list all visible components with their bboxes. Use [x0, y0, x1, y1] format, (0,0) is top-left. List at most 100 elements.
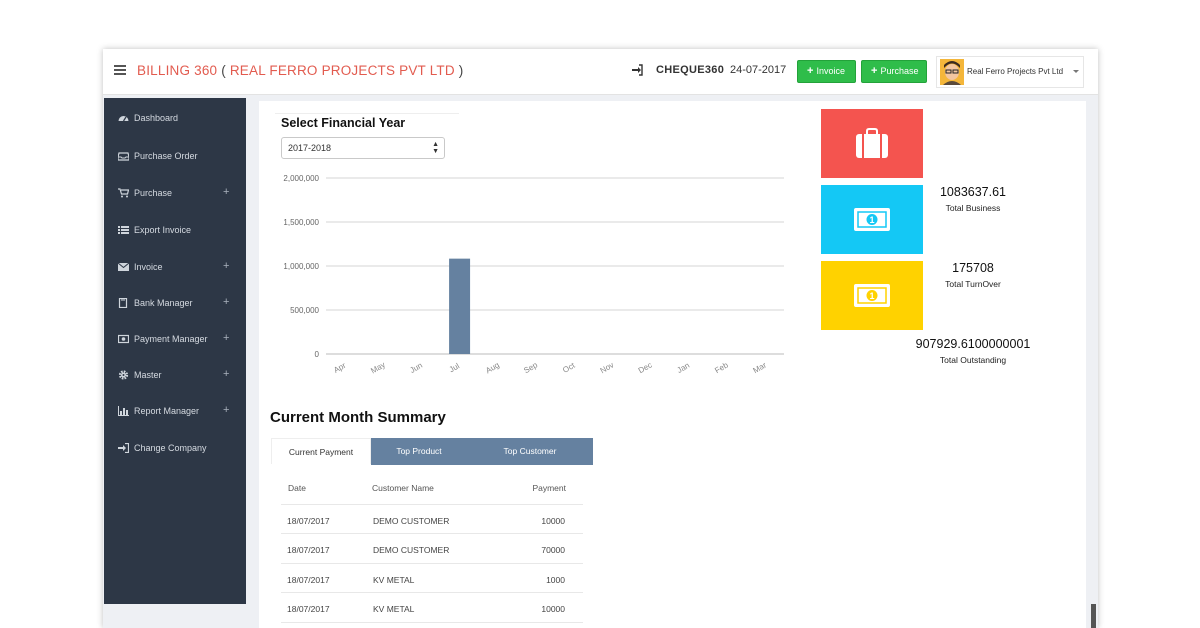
- list-icon: [118, 226, 129, 234]
- kpi-total-business-value: 1083637.61: [939, 185, 1007, 199]
- expand-icon[interactable]: +: [223, 260, 230, 272]
- sidebar-item-label: Dashboard: [134, 113, 179, 123]
- financial-year-select[interactable]: 2017-2018 ▲ ▼: [281, 137, 445, 159]
- company-code: CHEQUE360: [656, 64, 725, 76]
- x-tick-label: Jan: [675, 361, 691, 375]
- sidebar-item-bank-manager[interactable]: Bank Manager +: [104, 291, 246, 315]
- add-purchase-label: Purchase: [880, 66, 919, 76]
- app-title: BILLING 360 ( REAL FERRO PROJECTS PVT LT…: [137, 63, 463, 78]
- expand-icon[interactable]: +: [223, 332, 230, 344]
- cell-date: 18/07/2017: [287, 515, 330, 526]
- kpi-tile-total-outstanding: 1: [821, 261, 923, 330]
- x-tick-label: Oct: [561, 360, 577, 374]
- sidebar-item-purchase[interactable]: Purchase +: [104, 181, 246, 205]
- app-window: BILLING 360 ( REAL FERRO PROJECTS PVT LT…: [103, 49, 1098, 628]
- table-row: 18/07/2017 DEMO CUSTOMER 10000: [281, 505, 583, 534]
- expand-icon[interactable]: +: [223, 368, 230, 380]
- app-name: BILLING 360: [137, 63, 218, 78]
- kpi-total-turnover-value: 175708: [952, 261, 994, 275]
- money-icon: [118, 334, 129, 344]
- table-row: 18/07/2017 KV METAL 1000: [281, 564, 583, 593]
- sidebar-item-label: Bank Manager: [134, 298, 193, 308]
- tab-current-payment[interactable]: Current Payment: [271, 438, 371, 464]
- gear-icon: [118, 370, 129, 380]
- menu-toggle-icon[interactable]: [114, 65, 126, 75]
- divider: [371, 464, 593, 465]
- divider: [275, 113, 459, 114]
- scrollbar[interactable]: [1091, 604, 1096, 628]
- add-invoice-button[interactable]: + Invoice: [797, 60, 856, 83]
- sidebar-item-invoice[interactable]: Invoice +: [104, 255, 246, 279]
- sidebar-item-label: Change Company: [134, 443, 207, 453]
- cell-customer-name: KV METAL: [373, 574, 415, 585]
- cell-date: 18/07/2017: [287, 604, 330, 614]
- user-company-name: Real Ferro Projects Pvt Ltd: [967, 67, 1064, 76]
- y-tick-label: 1,500,000: [283, 218, 319, 227]
- bar-jul[interactable]: [449, 258, 471, 354]
- sidebar-item-change-company[interactable]: Change Company: [104, 436, 246, 460]
- column-header-date: Date: [288, 483, 306, 493]
- sidebar-item-payment-manager[interactable]: Payment Manager +: [104, 327, 246, 351]
- sidebar-item-export-invoice[interactable]: Export Invoice: [104, 218, 246, 242]
- briefcase-icon: [856, 128, 888, 158]
- cell-payment: 70000: [541, 545, 565, 555]
- table-row: 18/07/2017 KV METAL 10000: [281, 593, 583, 623]
- current-date: 24-07-2017: [730, 64, 787, 76]
- cart-icon: [118, 188, 129, 198]
- cell-payment: 10000: [541, 515, 565, 526]
- money-icon: 1: [854, 284, 890, 307]
- sidebar-item-purchase-order[interactable]: Purchase Order: [104, 144, 246, 168]
- financial-year-heading: Select Financial Year: [281, 116, 406, 130]
- svg-text:1: 1: [869, 291, 874, 301]
- current-month-summary-title: Current Month Summary: [270, 409, 446, 426]
- kpi-tile-total-turnover: 1: [821, 185, 923, 254]
- financial-year-value: 2017-2018: [288, 143, 332, 153]
- sidebar-item-dashboard[interactable]: Dashboard: [104, 106, 246, 130]
- sidebar-item-label: Purchase Order: [134, 151, 198, 161]
- sidebar-item-label: Payment Manager: [134, 334, 208, 344]
- sign-out-icon[interactable]: [631, 64, 643, 76]
- sidebar-item-master[interactable]: Master +: [104, 363, 246, 387]
- cell-customer-name: DEMO CUSTOMER: [373, 515, 450, 526]
- tab-top-customer[interactable]: Top Customer: [467, 438, 593, 464]
- table-header-row: Date Customer Name Payment: [281, 475, 583, 505]
- y-tick-label: 500,000: [290, 306, 319, 315]
- sidebar-item-report-manager[interactable]: Report Manager +: [104, 399, 246, 423]
- expand-icon[interactable]: +: [223, 186, 230, 198]
- add-purchase-button[interactable]: + Purchase: [861, 60, 927, 83]
- column-header-payment: Payment: [532, 483, 566, 493]
- x-tick-label: Nov: [599, 360, 616, 375]
- cell-payment: 1000: [546, 574, 565, 585]
- kpi-total-outstanding-label: Total Outstanding: [939, 355, 1007, 365]
- tab-top-product[interactable]: Top Product: [371, 438, 467, 464]
- sidebar-item-label: Invoice: [134, 262, 163, 272]
- kpi-total-turnover-label: Total TurnOver: [945, 279, 1001, 289]
- sidebar-item-label: Master: [134, 370, 162, 380]
- expand-icon[interactable]: +: [223, 296, 230, 308]
- x-tick-label: Apr: [332, 361, 348, 375]
- kpi-total-outstanding-value: 907929.6100000001: [915, 337, 1031, 351]
- cell-date: 18/07/2017: [287, 574, 330, 585]
- dashboard-panel: Select Financial Year 2017-2018 ▲ ▼ 0 500,…: [259, 101, 1086, 628]
- add-invoice-label: Invoice: [816, 66, 845, 76]
- user-menu[interactable]: Real Ferro Projects Pvt Ltd: [936, 56, 1084, 88]
- avatar: [940, 59, 964, 85]
- y-tick-label: 0: [315, 350, 320, 359]
- column-header-customer-name: Customer Name: [372, 483, 434, 493]
- monthly-business-chart: 0 500,000 1,000,000 1,500,000 2,000,000 Apr Ma…: [283, 174, 784, 376]
- svg-text:1: 1: [869, 215, 874, 225]
- x-tick-label: Aug: [484, 360, 501, 375]
- y-tick-label: 1,000,000: [283, 262, 319, 271]
- current-payment-table: Date Customer Name Payment 18/07/2017 DE…: [281, 475, 583, 623]
- cell-customer-name: KV METAL: [373, 604, 415, 614]
- kpi-tile-total-business: [821, 109, 923, 178]
- sidebar-item-label: Export Invoice: [134, 225, 192, 235]
- sidebar-item-label: Report Manager: [134, 406, 200, 416]
- plus-icon: +: [807, 65, 814, 77]
- x-tick-label: May: [369, 360, 387, 375]
- expand-icon[interactable]: +: [223, 404, 230, 416]
- bar-chart-icon: [118, 406, 129, 416]
- kpi-total-business-label: Total Business: [945, 203, 1001, 213]
- cell-customer-name: DEMO CUSTOMER: [373, 545, 450, 555]
- summary-tabs: Current Payment Top Product Top Customer: [271, 438, 593, 464]
